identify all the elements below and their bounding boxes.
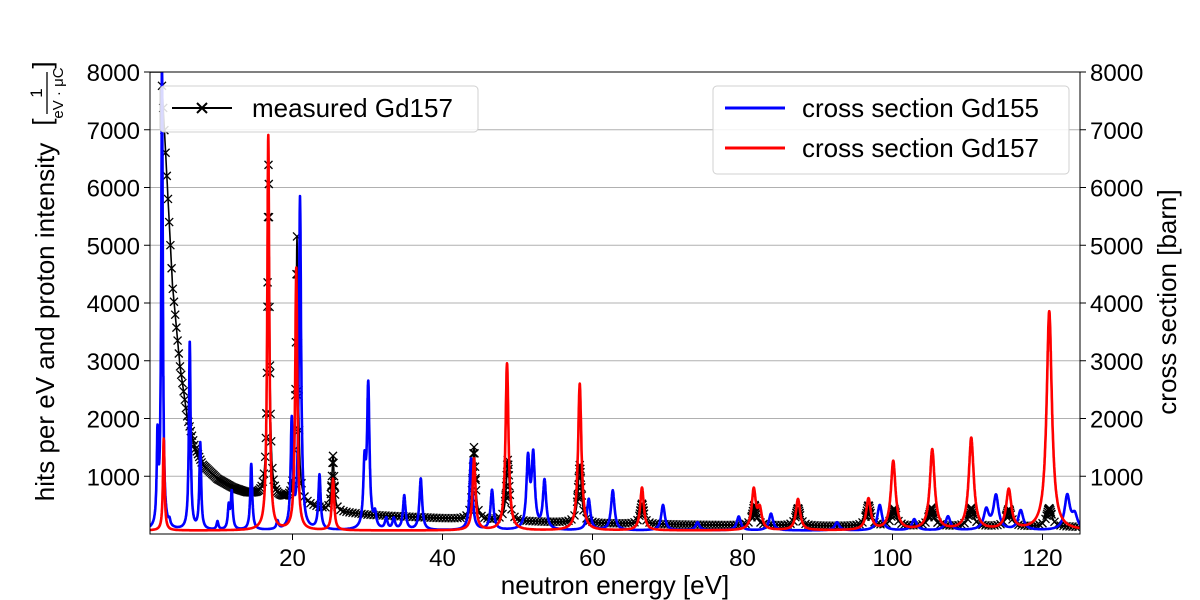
data-point	[180, 395, 190, 405]
data-point	[309, 500, 318, 510]
y-axis-left-unit-numerator: 1	[27, 88, 46, 97]
plot-area	[150, 72, 1080, 532]
data-point	[1038, 518, 1047, 528]
y-left-tick-label: 2000	[87, 407, 140, 434]
data-point	[162, 171, 172, 181]
data-point	[167, 263, 177, 273]
data-point	[968, 507, 978, 517]
data-point	[176, 370, 186, 380]
y-left-tick-label: 6000	[87, 176, 140, 203]
data-point	[267, 463, 277, 473]
data-point	[329, 471, 339, 481]
x-tick-label: 60	[579, 545, 606, 572]
data-point	[175, 361, 185, 371]
data-point	[259, 469, 269, 479]
y-right-tick-label: 5000	[1090, 233, 1143, 260]
data-point	[921, 518, 930, 528]
x-axis-label: neutron energy [eV]	[501, 570, 729, 600]
data-point	[928, 507, 938, 517]
data-point	[169, 297, 179, 307]
data-point	[191, 444, 201, 454]
legend-gd157-label: cross section Gd157	[802, 133, 1039, 163]
data-point	[327, 471, 337, 481]
y-right-tick-label: 7000	[1090, 118, 1143, 145]
y-axis-left-title: hits per eV and proton intensity	[30, 143, 60, 501]
axis-ticks: 1000 2000 3000 4000 5000 6000 7000 8000 1000 2000…	[87, 60, 1144, 572]
data-point	[929, 509, 939, 519]
data-point	[255, 483, 265, 493]
y-right-tick-label: 6000	[1090, 176, 1143, 203]
series-line-1	[150, 72, 1080, 532]
y-right-tick-label: 3000	[1090, 349, 1143, 376]
x-tick-label: 20	[279, 545, 306, 572]
data-point	[329, 458, 338, 468]
x-tick-label: 100	[872, 545, 912, 572]
data-point	[168, 284, 178, 294]
data-point	[171, 323, 181, 333]
data-point	[165, 240, 175, 250]
y-axis-left-label: hits per eV and proton intensity [ 1 eV …	[27, 61, 67, 501]
data-point	[456, 513, 465, 523]
data-point	[163, 194, 173, 204]
data-point	[561, 516, 570, 526]
y-axis-left-unit-close-bracket: ]	[27, 61, 57, 68]
y-right-tick-label: 8000	[1090, 60, 1143, 87]
y-left-tick-label: 8000	[87, 60, 140, 87]
legend-measured-marker	[196, 102, 208, 114]
y-left-tick-label: 3000	[87, 349, 140, 376]
series-line-2	[150, 133, 1080, 532]
data-point	[170, 310, 180, 320]
x-tick-label: 80	[729, 545, 756, 572]
data-point	[1047, 509, 1056, 519]
y-left-tick-label: 1000	[87, 464, 140, 491]
data-point	[173, 336, 183, 346]
y-right-tick-label: 2000	[1090, 407, 1143, 434]
y-right-tick-label: 1000	[1090, 464, 1143, 491]
y-axis-left-unit-denominator: eV · μC	[50, 67, 67, 118]
y-right-tick-label: 4000	[1090, 291, 1143, 318]
y-left-tick-label: 7000	[87, 118, 140, 145]
data-point	[328, 451, 338, 461]
data-point	[470, 448, 479, 458]
legend-measured-label: measured Gd157	[252, 93, 453, 123]
x-tick-label: 40	[429, 545, 456, 572]
data-point	[164, 217, 174, 227]
y-left-tick-label: 4000	[87, 291, 140, 318]
legend-cross-sections: cross section Gd155 cross section Gd157	[712, 85, 1070, 175]
legend-gd155-label: cross section Gd155	[802, 93, 1039, 123]
x-tick-label: 120	[1022, 545, 1062, 572]
data-point	[336, 505, 345, 515]
data-point	[177, 378, 187, 388]
y-axis-right-label: cross section [barn]	[1152, 189, 1182, 414]
data-point	[1046, 507, 1056, 517]
legend-measured: measured Gd157	[159, 85, 479, 133]
data-point	[174, 349, 184, 358]
legend-cross-sections-frame	[712, 85, 1070, 175]
y-left-tick-label: 5000	[87, 233, 140, 260]
data-point	[179, 386, 189, 396]
legend-measured-frame	[159, 85, 479, 133]
y-axis-left-unit-open-bracket: [	[27, 118, 57, 126]
